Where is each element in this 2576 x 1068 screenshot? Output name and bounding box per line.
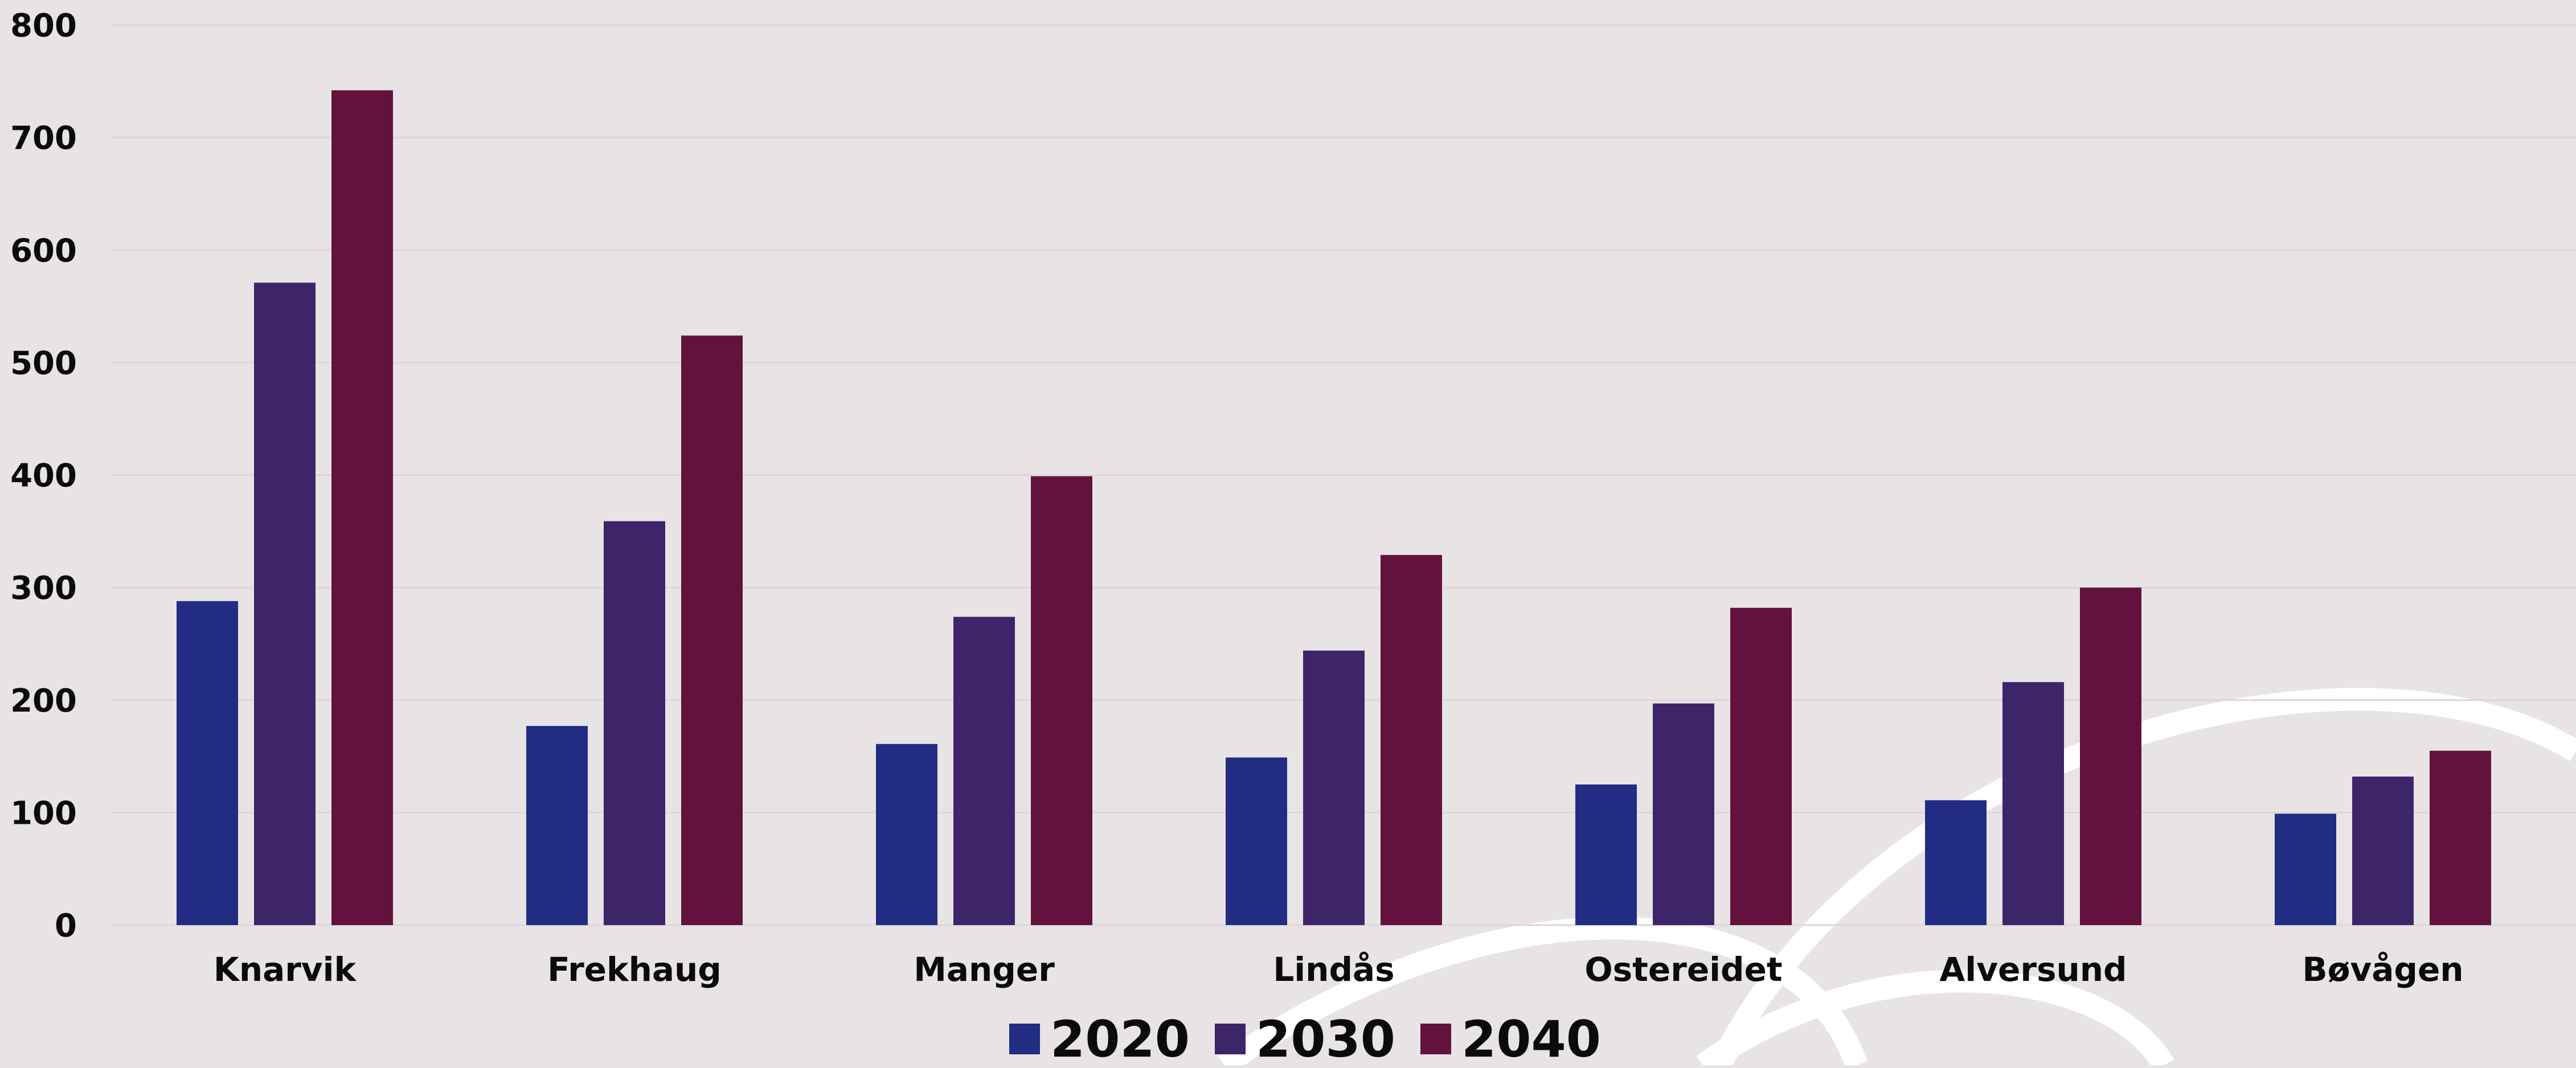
x-tick-label: Lindås xyxy=(1273,950,1394,989)
decorative-arc xyxy=(1696,970,2174,1068)
bar-2020-3 xyxy=(1226,757,1287,925)
y-axis-tick-labels: 0 100 200 300 400 500 600 700 800 xyxy=(10,7,77,944)
y-tick-label: 800 xyxy=(10,7,77,44)
bar-2040-1 xyxy=(681,335,743,925)
legend-label: 2030 xyxy=(1256,1010,1395,1065)
x-tick-label: Manger xyxy=(914,950,1055,989)
legend-label: 2040 xyxy=(1461,1010,1601,1065)
x-tick-label: Bøvågen xyxy=(2302,950,2463,989)
y-tick-label: 400 xyxy=(10,458,77,495)
bar-2030-5 xyxy=(2002,682,2064,925)
y-tick-label: 600 xyxy=(10,232,77,269)
bar-2030-0 xyxy=(254,282,316,925)
y-tick-label: 100 xyxy=(10,795,77,832)
x-axis-tick-labels: Knarvik Frekhaug Manger Lindås Ostereidet Alv… xyxy=(214,950,2464,989)
bar-2030-2 xyxy=(953,617,1015,925)
legend-swatch-2030 xyxy=(1215,1024,1246,1054)
bar-2030-3 xyxy=(1303,650,1365,925)
legend-swatch-2040 xyxy=(1420,1024,1451,1054)
x-tick-label: Alversund xyxy=(1939,950,2127,989)
legend: 2020 2030 2040 xyxy=(1009,1010,1601,1068)
y-tick-label: 700 xyxy=(10,120,77,157)
bar-2020-0 xyxy=(177,601,238,925)
bar-2030-4 xyxy=(1653,703,1714,925)
x-tick-label: Ostereidet xyxy=(1584,950,1782,989)
y-tick-label: 500 xyxy=(10,345,77,382)
bar-2030-1 xyxy=(604,521,665,925)
bar-2020-2 xyxy=(876,744,937,925)
y-tick-label: 0 xyxy=(55,907,77,944)
bar-2040-3 xyxy=(1381,554,1442,925)
y-tick-label: 300 xyxy=(10,570,77,607)
bar-2020-1 xyxy=(526,726,588,925)
x-tick-label: Knarvik xyxy=(214,950,357,989)
legend-swatch-2020 xyxy=(1009,1024,1040,1054)
bar-2040-2 xyxy=(1031,476,1092,925)
bar-2020-5 xyxy=(1925,800,1987,925)
bar-2040-5 xyxy=(2080,588,2141,925)
bar-2030-6 xyxy=(2352,777,2414,925)
x-tick-label: Frekhaug xyxy=(547,950,722,989)
bar-2040-4 xyxy=(1730,607,1792,925)
bar-2040-0 xyxy=(331,90,393,925)
y-tick-label: 200 xyxy=(10,683,77,720)
bar-2040-6 xyxy=(2430,750,2491,925)
bars xyxy=(177,90,2491,925)
legend-label: 2020 xyxy=(1050,1010,1190,1065)
bar-2020-6 xyxy=(2275,814,2336,925)
bar-2020-4 xyxy=(1575,784,1637,925)
